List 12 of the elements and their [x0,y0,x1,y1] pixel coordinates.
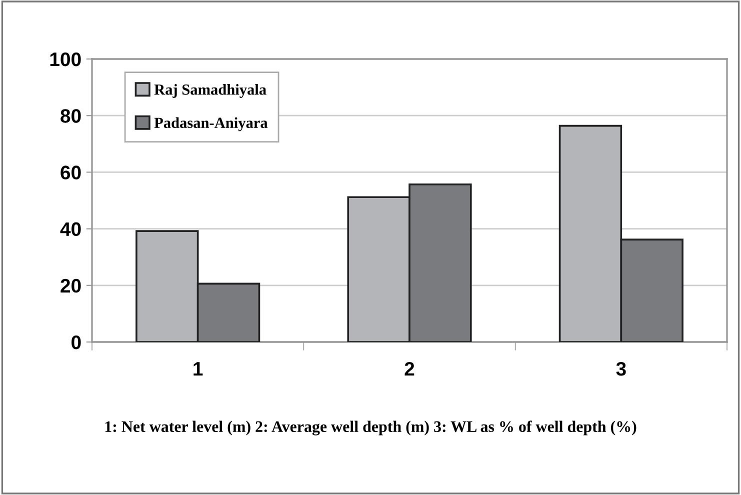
y-tick-label: 80 [60,109,81,123]
legend-label: Padasan-Aniyara [154,117,268,132]
x-tick-label: 1 [194,362,203,376]
y-tick-label: 60 [60,166,81,180]
y-tick-label: 20 [60,278,81,293]
y-tick-label: 0 [72,335,81,350]
x-tick-label: 2 [404,362,414,376]
y-tick-label: 40 [60,222,81,236]
legend-label: Raj Samadhiyala [154,84,266,98]
x-tick-label: 3 [616,362,626,376]
y-tick-label: 100 [50,52,81,66]
text: 1: Net water level (m) 2: Average well depth (m) 3: WL as % of well depth (%) [105,420,636,436]
